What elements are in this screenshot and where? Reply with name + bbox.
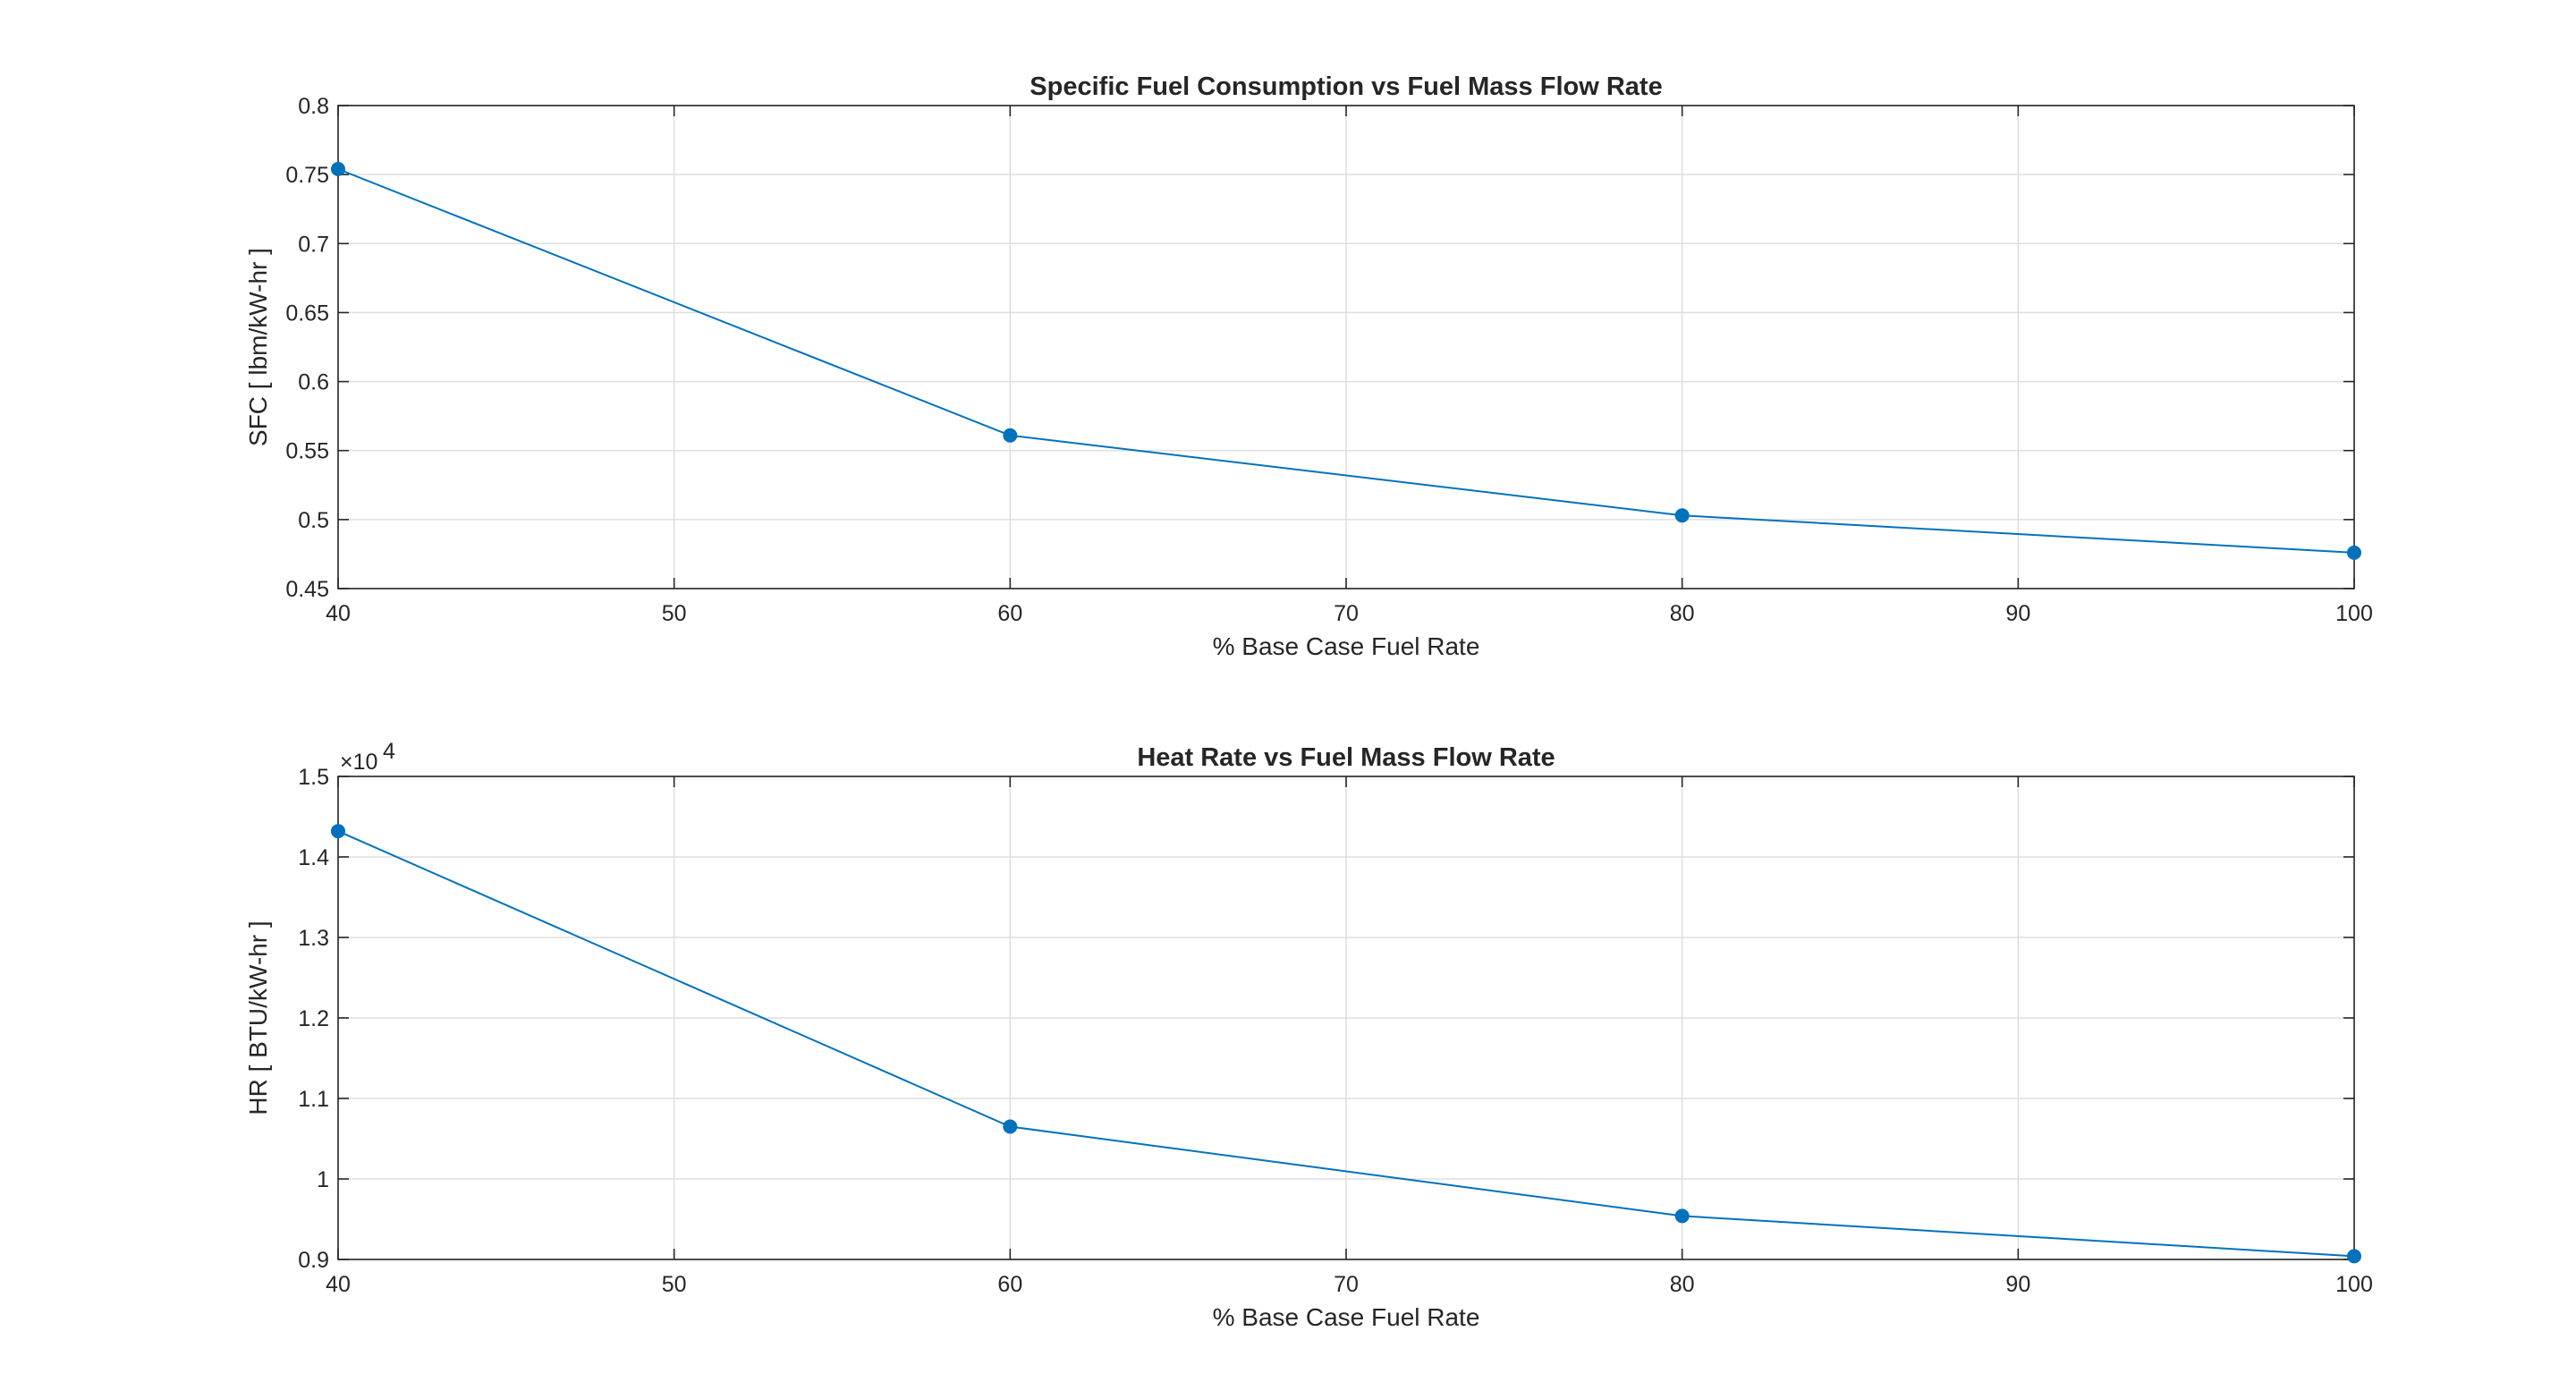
x-tick-label: 70 — [1334, 601, 1359, 626]
x-tick-label: 40 — [326, 601, 351, 626]
data-point — [331, 161, 345, 176]
y-axis-label: HR [ BTU/kW-hr ] — [244, 920, 272, 1115]
y-tick-label: 0.6 — [298, 370, 329, 395]
x-axis-label: % Base Case Fuel Rate — [1213, 632, 1480, 660]
data-point — [1674, 508, 1690, 523]
y-tick-label: 1.5 — [298, 765, 329, 790]
y-tick-label: 1 — [317, 1167, 329, 1192]
x-tick-label: 80 — [1670, 1272, 1695, 1297]
y-axis-label: SFC [ lbm/kW-hr ] — [244, 248, 272, 446]
data-point — [1003, 1119, 1018, 1134]
x-tick-label: 100 — [2335, 1272, 2373, 1297]
y-tick-label: 0.5 — [298, 508, 329, 533]
x-tick-label: 80 — [1670, 601, 1695, 626]
x-tick-label: 100 — [2335, 601, 2373, 626]
chart-title: Specific Fuel Consumption vs Fuel Mass F… — [1030, 72, 1662, 101]
y-tick-label: 0.9 — [298, 1248, 329, 1273]
y-tick-label: 0.55 — [285, 439, 329, 464]
x-axis-label: % Base Case Fuel Rate — [1213, 1303, 1480, 1331]
y-tick-label: 0.8 — [298, 94, 329, 119]
series-line — [337, 168, 2355, 554]
x-tick-label: 50 — [662, 601, 687, 626]
y-exponent-power: 4 — [383, 739, 395, 764]
y-tick-label: 0.45 — [285, 577, 329, 602]
data-point — [2347, 545, 2361, 560]
x-tick-label: 90 — [2005, 601, 2030, 626]
series-line — [337, 830, 2355, 1258]
x-tick-label: 40 — [326, 1272, 351, 1297]
y-exponent-base: ×10 — [340, 750, 377, 775]
data-point — [1003, 428, 1018, 443]
y-tick-label: 1.3 — [298, 926, 329, 951]
sfc-chart: 40 50 60 70 80 90 100 0.45 0.5 0.55 0.6 0.65 0.7 0.75… — [244, 72, 2373, 660]
y-tick-label: 0.7 — [298, 232, 329, 257]
data-point — [2347, 1249, 2361, 1264]
y-tick-label: 0.75 — [285, 163, 329, 188]
y-tick-label: 0.65 — [285, 301, 329, 326]
x-tick-label: 60 — [997, 1272, 1022, 1297]
y-tick-label: 1.1 — [298, 1087, 329, 1112]
x-tick-label: 70 — [1334, 1272, 1359, 1297]
y-tick-label: 1.2 — [298, 1006, 329, 1031]
chart-title: Heat Rate vs Fuel Mass Flow Rate — [1137, 743, 1555, 772]
heat-rate-chart: 40 50 60 70 80 90 100 0.9 1 1.1 1.2 1.3 1.4 1.5 ×10 4 He… — [244, 739, 2373, 1331]
data-point — [331, 824, 345, 839]
x-tick-label: 90 — [2005, 1272, 2030, 1297]
y-tick-label: 1.4 — [298, 845, 329, 870]
x-tick-label: 60 — [997, 601, 1022, 626]
x-tick-label: 50 — [662, 1272, 687, 1297]
data-point — [1674, 1208, 1690, 1224]
